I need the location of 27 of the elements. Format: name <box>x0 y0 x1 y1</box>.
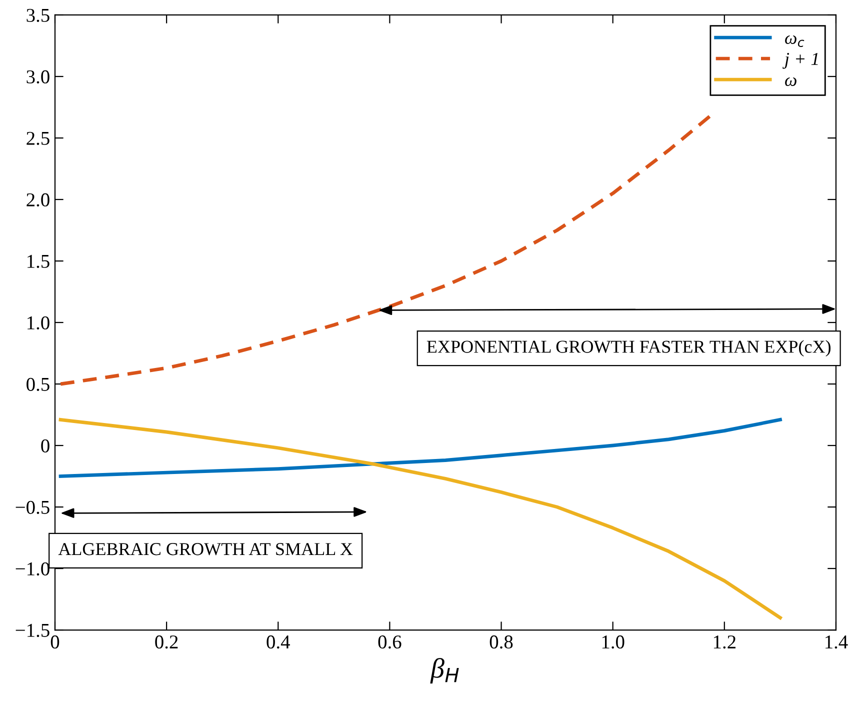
line-series <box>58 418 782 478</box>
x-tick-label: 0.4 <box>266 635 290 649</box>
y-tick-label: 0.5 <box>26 378 50 392</box>
y-tick-label: 1.0 <box>28 316 50 330</box>
line-series <box>58 418 782 620</box>
legend-label: ω$_{c}$ <box>785 35 804 47</box>
x-tick-label: 0.6 <box>378 635 402 649</box>
y-tick-label: −1.0 <box>16 562 50 576</box>
y-tick-label: 2.5 <box>26 132 50 146</box>
x-tick-label: 0 <box>50 635 60 649</box>
x-tick-label: 1.0 <box>602 635 624 649</box>
legend-label: ω <box>785 77 796 86</box>
y-tick-label: 1.5 <box>28 254 50 268</box>
y-tick-label: 2.0 <box>26 193 50 207</box>
x-tick-label: 0.8 <box>490 635 513 649</box>
x-tick-label: 1.4 <box>826 636 848 649</box>
y-tick-label: −0.5 <box>16 500 50 514</box>
y-tick-label: 3.0 <box>26 70 50 84</box>
annotation: EXPONENTIAL GROWTH FASTER THAN EXP(cX) <box>426 340 831 357</box>
x-axis-title: β$_{H}$ <box>430 658 459 684</box>
legend-label: j + 1 <box>782 52 818 69</box>
y-tick-label: 0 <box>41 439 50 452</box>
y-tick-label: −1.5 <box>16 624 50 638</box>
y-tick-label: 3.5 <box>26 8 50 22</box>
annotation: ALGEBRAIC GROWTH AT SMALL X <box>58 543 353 556</box>
x-tick-label: 0.2 <box>155 635 178 649</box>
x-tick-label: 1.2 <box>714 635 736 649</box>
